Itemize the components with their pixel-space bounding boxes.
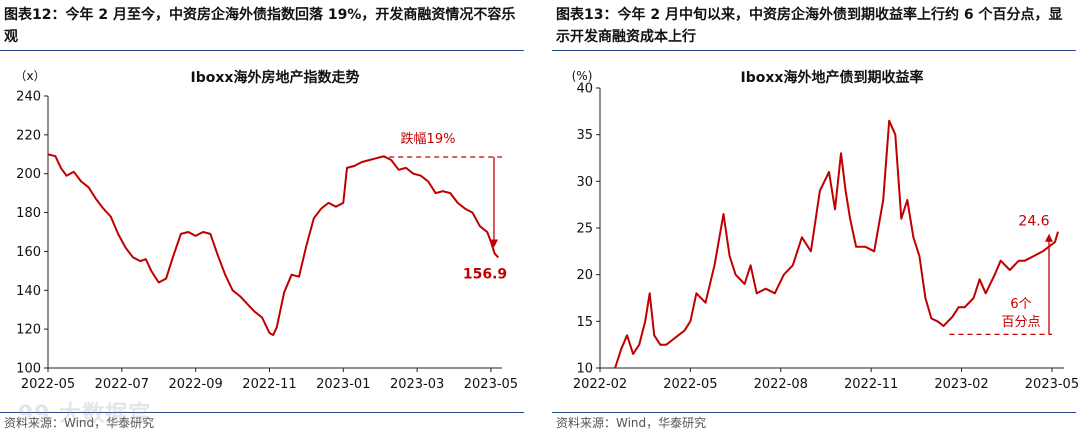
- rise-label-line1: 6个: [1010, 297, 1031, 312]
- source-rule: [552, 412, 1076, 413]
- chart-title: Iboxx海外地产债到期收益率: [741, 69, 924, 86]
- y-tick-label: 30: [576, 175, 593, 190]
- y-tick-label: 160: [16, 245, 41, 260]
- caption-rule: [552, 50, 1076, 51]
- chart-caption: 图表12：今年 2 月至今，中资房企海外债指数回落 19%，开发商融资情况不容乐…: [4, 7, 516, 45]
- x-tick-label: 2022-02: [573, 377, 627, 392]
- x-tick-label: 2023-01: [316, 377, 370, 392]
- rise-label-line2: 百分点: [1001, 315, 1040, 330]
- x-tick-label: 2023-03: [390, 377, 444, 392]
- decline-arrow-head: [490, 239, 498, 248]
- y-tick-label: 35: [576, 128, 593, 143]
- y-tick-label: 10: [576, 362, 593, 377]
- index-line-chart: Iboxx海外房地产指数走势 （x） 100 120 140 160 180 200 220 24…: [14, 69, 518, 392]
- y-tick-label: 240: [16, 90, 41, 105]
- y-tick-label: 120: [16, 323, 41, 338]
- x-tick-label: 2022-05: [663, 377, 717, 392]
- y-tick-label: 25: [576, 222, 593, 237]
- x-tick-label: 2022-05: [21, 377, 75, 392]
- last-value-label: 24.6: [1018, 214, 1049, 230]
- x-tick-label: 2022-11: [844, 377, 898, 392]
- rise-arrow-head: [1045, 233, 1053, 242]
- y-axis-label: （x）: [14, 69, 45, 83]
- source-note: 资料来源：Wind，华泰研究: [4, 416, 155, 430]
- chart-title: Iboxx海外房地产指数走势: [191, 69, 360, 86]
- chart-caption: 图表13：今年 2 月中旬以来，中资房企海外债到期收益率上行约 6 个百分点，显…: [556, 7, 1063, 45]
- x-tick-label: 2022-08: [754, 377, 808, 392]
- x-tick-label: 2023-05: [1025, 377, 1079, 392]
- series-line: [47, 153, 500, 336]
- decline-label: 跌幅19%: [401, 131, 456, 147]
- y-tick-label: 15: [576, 315, 593, 330]
- yield-line-chart: Iboxx海外地产债到期收益率 (%) 10 15 20 25 30 35 40 2022-02 2…: [572, 69, 1079, 392]
- series-line: [614, 119, 1059, 369]
- y-tick-label: 180: [16, 206, 41, 221]
- x-tick-label: 2022-11: [242, 377, 296, 392]
- caption-rule: [0, 50, 524, 51]
- y-tick-label: 220: [16, 128, 41, 143]
- y-axis-label: (%): [572, 69, 593, 83]
- panel-right: 图表13：今年 2 月中旬以来，中资房企海外债到期收益率上行约 6 个百分点，显…: [552, 0, 1080, 435]
- last-value-label: 156.9: [463, 266, 507, 282]
- y-tick-label: 40: [576, 82, 593, 97]
- source-note: 资料来源：Wind，华泰研究: [556, 416, 707, 430]
- y-tick-label: 100: [16, 362, 41, 377]
- y-tick-label: 200: [16, 167, 41, 182]
- source-rule: [0, 412, 524, 413]
- x-tick-label: 2023-05: [464, 377, 518, 392]
- y-tick-label: 140: [16, 284, 41, 299]
- watermark: 99 大数据官: [18, 402, 152, 427]
- panel-left: 图表12：今年 2 月至今，中资房企海外债指数回落 19%，开发商融资情况不容乐…: [0, 0, 530, 435]
- y-tick-label: 20: [576, 268, 593, 283]
- x-tick-label: 2023-02: [934, 377, 988, 392]
- x-tick-label: 2022-07: [95, 377, 149, 392]
- x-tick-label: 2022-09: [168, 377, 222, 392]
